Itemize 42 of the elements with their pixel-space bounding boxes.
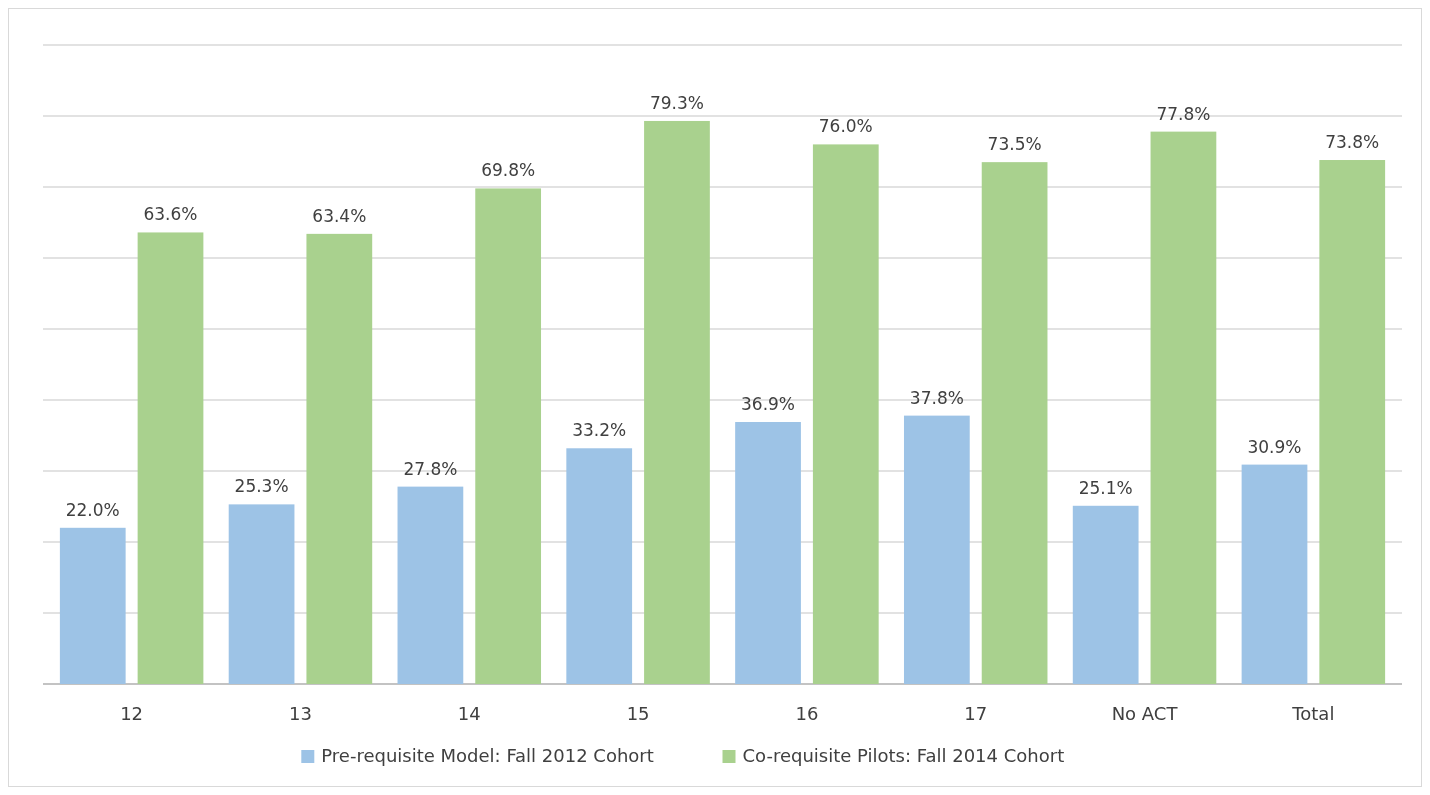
data-label: 63.6% (143, 204, 198, 225)
bar (566, 448, 633, 684)
data-label: 30.9% (1247, 436, 1302, 457)
data-label: 77.8% (1156, 103, 1211, 124)
bar (137, 232, 204, 684)
data-label: 63.4% (312, 205, 367, 226)
bar (644, 120, 710, 684)
x-tick-label: 14 (457, 703, 481, 724)
bar (1241, 464, 1308, 684)
bar (981, 162, 1048, 684)
x-tick-label: 17 (964, 703, 988, 724)
bar (812, 144, 879, 684)
x-tick-label: 15 (626, 703, 650, 724)
bar (1319, 160, 1386, 684)
data-label: 33.2% (572, 420, 627, 441)
x-tick-label: No ACT (1111, 703, 1179, 724)
bar (397, 486, 464, 684)
bar (1072, 505, 1139, 684)
x-tick-label: 16 (795, 703, 819, 724)
data-label: 76.0% (818, 116, 873, 137)
bar (1150, 131, 1217, 684)
bar (306, 233, 373, 684)
data-label: 69.8% (481, 160, 536, 181)
data-label: 73.5% (987, 134, 1042, 155)
data-label: 25.1% (1078, 477, 1133, 498)
bar (903, 415, 970, 684)
data-label: 79.3% (649, 92, 704, 113)
data-label: 25.3% (234, 476, 289, 497)
bar (735, 422, 801, 684)
legend-label: Pre-requisite Model: Fall 2012 Cohort (321, 745, 654, 766)
x-tick-label: 12 (120, 703, 144, 724)
bar (59, 527, 126, 684)
data-label: 73.8% (1325, 132, 1380, 153)
bar (228, 504, 295, 684)
bar (475, 188, 542, 684)
data-label: 37.8% (909, 387, 964, 408)
x-tick-label: 13 (289, 703, 312, 724)
data-label: 27.8% (403, 458, 458, 479)
data-label: 22.0% (65, 499, 120, 520)
data-label: 36.9% (741, 394, 796, 415)
x-tick-label: Total (1291, 703, 1335, 724)
legend-label: Co-requisite Pilots: Fall 2014 Cohort (742, 745, 1065, 766)
